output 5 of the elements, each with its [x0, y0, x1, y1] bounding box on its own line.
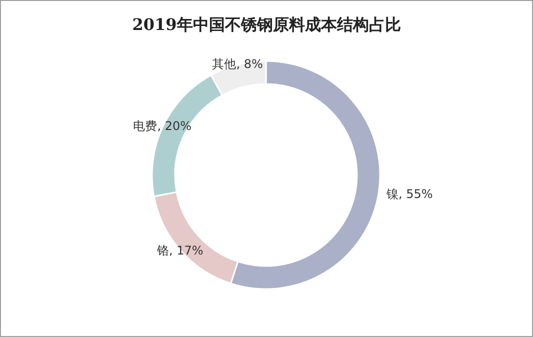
slice-label: 其他, 8%: [212, 57, 263, 72]
chart-title: 2019年中国不锈钢原料成本结构占比: [132, 15, 401, 34]
slice-label: 电费, 20%: [133, 119, 192, 134]
slice-label: 镍, 55%: [386, 187, 433, 202]
slice-label: 铬, 17%: [156, 244, 204, 258]
